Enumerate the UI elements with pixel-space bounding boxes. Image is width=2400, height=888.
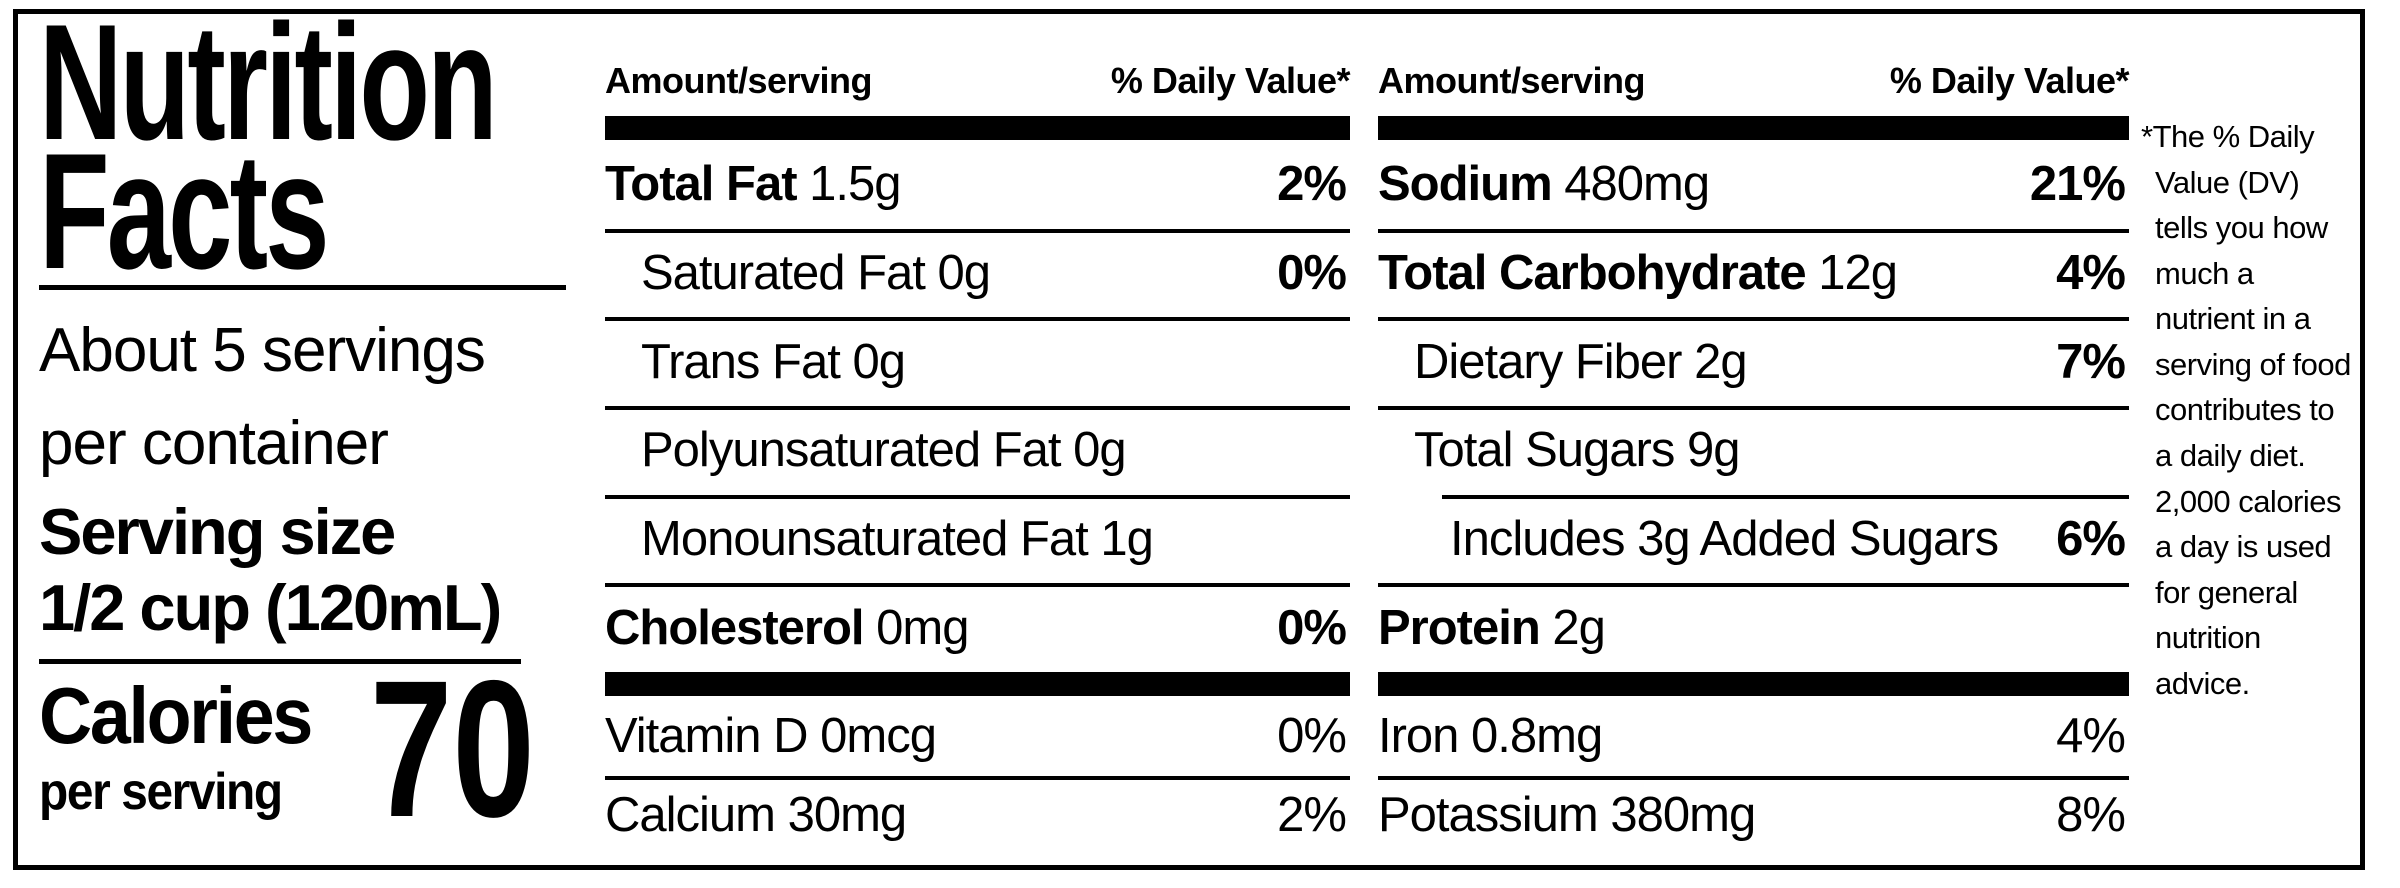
daily-value-header: % Daily Value* [1110, 60, 1351, 101]
nutrient-daily-value: 7% [2056, 334, 2126, 389]
nutrient-row: Vitamin D 0mcg 0% [605, 696, 1350, 776]
calories-sublabel: per serving [39, 763, 283, 822]
servings-line2: per container [39, 409, 389, 479]
nutrient-rows: Total Fat 1.5g 2% Saturated Fat 0g 0% Trans … [605, 140, 1350, 672]
nutrient-name: Sodium 480mg [1378, 157, 1710, 212]
nutrient-row: Protein 2g [1378, 583, 2129, 672]
nutrient-daily-value: 8% [2056, 788, 2126, 843]
nutrition-facts-label: Nutrition Facts About 5 servings per con… [13, 9, 2365, 870]
nutrient-name: Total Fat 1.5g [605, 157, 902, 212]
label-title: Nutrition Facts [39, 9, 498, 303]
nutrient-column: Amount/serving % Daily Value* Total Fat … [605, 14, 1351, 865]
nutrient-name: Includes 3g Added Sugars [1450, 512, 1999, 567]
nutrient-name: Trans Fat 0g [641, 334, 906, 389]
nutrient-name: Calcium 30mg [605, 788, 907, 843]
daily-value-header: % Daily Value* [1889, 60, 2130, 101]
nutrient-name: Saturated Fat 0g [641, 246, 991, 300]
nutrient-daily-value: 0% [1277, 246, 1347, 300]
nutrient-name: Vitamin D 0mcg [605, 708, 937, 763]
footnote: *The % Daily Value (DV) tells you how mu… [2141, 14, 2360, 865]
nutrient-row: Total Carbohydrate 12g 4% [1378, 228, 2129, 318]
calories-section: Calories per serving 70 [39, 640, 566, 859]
nutrient-name: Protein 2g [1378, 600, 1606, 655]
nutrient-row: Dietary Fiber 2g 7% [1378, 317, 2129, 406]
serving-size-label: Serving size [39, 495, 396, 569]
label-title-line2: Facts [39, 118, 330, 303]
nutrient-column: Amount/serving % Daily Value* Sodium 480… [1378, 14, 2130, 865]
separator-bar-top [605, 116, 1350, 140]
nutrient-row: Trans Fat 0g [605, 317, 1350, 406]
nutrient-name: Iron 0.8mg [1378, 708, 1603, 763]
nutrient-row: Calcium 30mg 2% [605, 775, 1350, 856]
amount-serving-header: Amount/serving [1378, 60, 1646, 101]
separator-bar-bottom [1378, 672, 2129, 696]
column-header: Amount/serving % Daily Value* [605, 14, 1351, 116]
separator-bar-bottom [605, 672, 1350, 696]
footnote-text: *The % Daily Value (DV) tells you how mu… [2141, 119, 2351, 701]
nutrient-daily-value: 0% [1277, 600, 1347, 655]
nutrient-row: Sodium 480mg 21% [1378, 140, 2129, 229]
separator-bar-top [1378, 116, 2129, 140]
nutrient-name: Cholesterol 0mg [605, 600, 970, 655]
calories-labels: Calories per serving [39, 676, 344, 821]
nutrient-row: Monounsaturated Fat 1g [605, 494, 1350, 584]
vitamin-rows: Vitamin D 0mcg 0% Calcium 30mg 2% [605, 696, 1350, 855]
amount-serving-header: Amount/serving [605, 60, 873, 101]
nutrient-row: Total Fat 1.5g 2% [605, 140, 1350, 229]
nutrient-daily-value: 2% [1277, 788, 1347, 843]
calories-value: 70 [370, 640, 535, 859]
nutrient-row: Includes 3g Added Sugars 6% [1378, 494, 2129, 584]
servings-per-container: About 5 servings per container [39, 304, 566, 490]
nutrient-name: Potassium 380mg [1378, 788, 1756, 843]
nutrient-row: Cholesterol 0mg 0% [605, 583, 1350, 672]
nutrient-daily-value: 21% [2029, 157, 2126, 212]
nutrient-name: Total Sugars 9g [1414, 423, 1741, 478]
nutrient-row: Potassium 380mg 8% [1378, 775, 2129, 856]
serving-size-value: 1/2 cup (120mL) [39, 570, 502, 644]
nutrient-row: Total Sugars 9g [1378, 406, 2129, 495]
nutrient-daily-value: 6% [2056, 512, 2126, 567]
calories-label: Calories [39, 671, 313, 761]
nutrient-name: Polyunsaturated Fat 0g [641, 423, 1127, 478]
left-panel: Nutrition Facts About 5 servings per con… [18, 14, 566, 865]
nutrient-row: Polyunsaturated Fat 0g [605, 406, 1350, 495]
nutrient-name: Dietary Fiber 2g [1414, 334, 1748, 389]
nutrient-row: Saturated Fat 0g 0% [605, 228, 1350, 318]
column-header: Amount/serving % Daily Value* [1378, 14, 2130, 116]
nutrient-row: Iron 0.8mg 4% [1378, 696, 2129, 776]
title-divider [39, 285, 566, 291]
nutrient-rows: Sodium 480mg 21% Total Carbohydrate 12g 4% D… [1378, 140, 2129, 672]
serving-size: Serving size 1/2 cup (120mL) [39, 494, 566, 645]
nutrient-name: Total Carbohydrate 12g [1378, 246, 1898, 300]
label-title-line1: Nutrition [39, 9, 498, 174]
nutrient-daily-value: 4% [2056, 246, 2126, 300]
servings-line1: About 5 servings [39, 316, 486, 386]
vitamin-rows: Iron 0.8mg 4% Potassium 380mg 8% [1378, 696, 2129, 855]
nutrient-name: Monounsaturated Fat 1g [641, 512, 1154, 567]
nutrient-daily-value: 0% [1277, 708, 1347, 763]
nutrient-daily-value: 4% [2056, 708, 2126, 763]
calories-divider [39, 659, 521, 665]
nutrient-daily-value: 2% [1277, 157, 1347, 212]
